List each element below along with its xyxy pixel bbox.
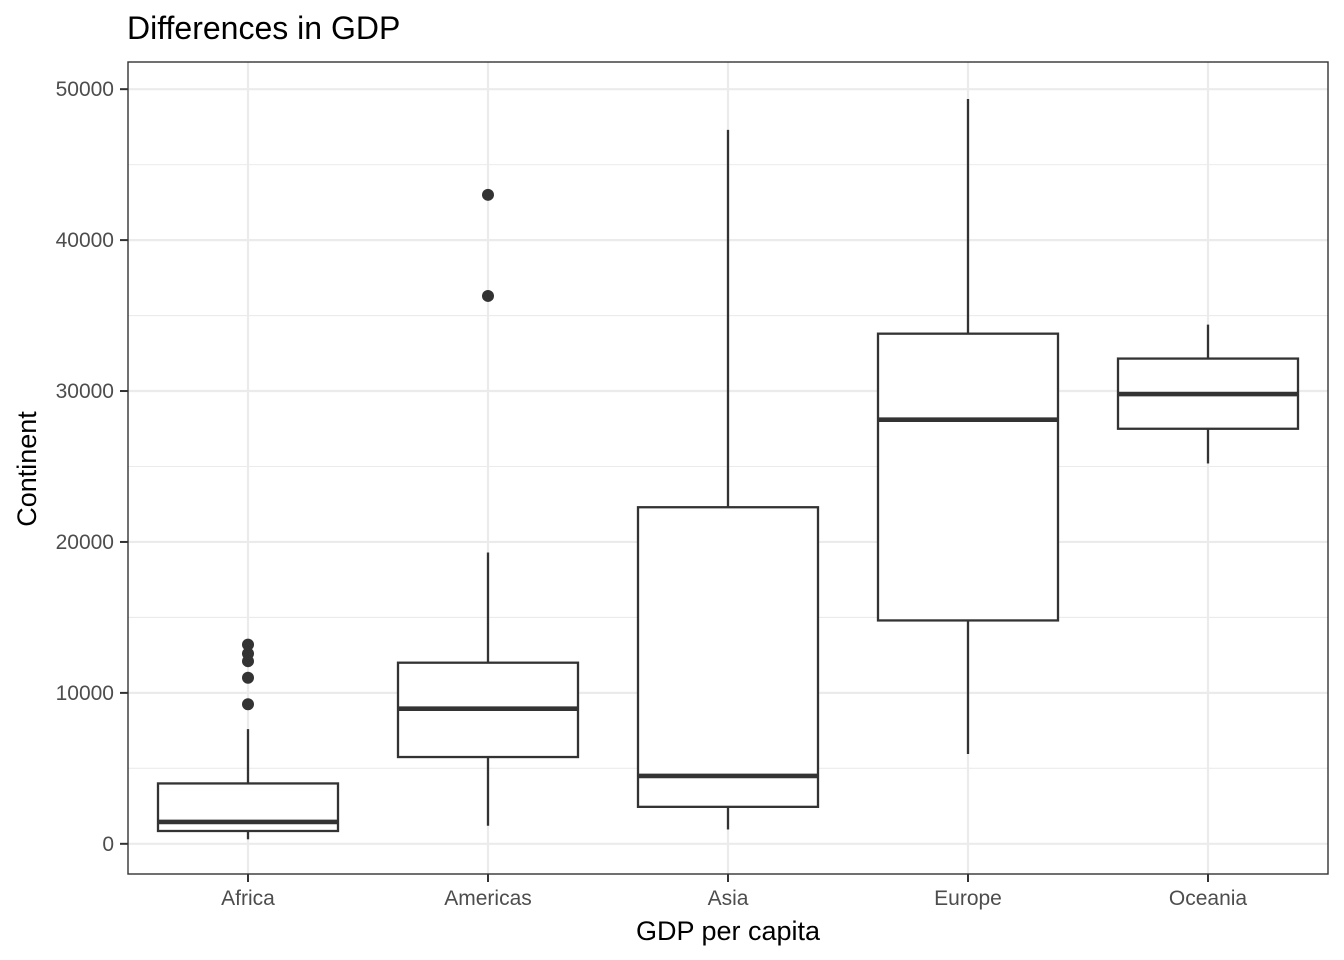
outlier-point <box>242 638 254 651</box>
outlier-point <box>242 698 254 711</box>
x-tick-label: Asia <box>708 887 749 910</box>
y-axis-title: Continent <box>12 411 42 527</box>
box-asia <box>636 506 820 808</box>
outlier-point <box>482 289 494 302</box>
y-tick-label: 40000 <box>56 229 114 252</box>
chart-title: Differences in GDP <box>127 10 400 46</box>
box-europe <box>876 332 1060 622</box>
outlier-point <box>242 671 254 684</box>
x-tick-label: Africa <box>221 887 275 910</box>
x-tick-label: Oceania <box>1169 887 1248 910</box>
y-tick-label: 30000 <box>56 380 114 403</box>
x-tick-label: Europe <box>934 887 1002 910</box>
outlier-point <box>242 647 254 660</box>
x-axis-title: GDP per capita <box>636 916 821 946</box>
y-tick-label: 0 <box>102 833 114 856</box>
x-tick-label: Americas <box>444 887 532 910</box>
y-tick-label: 10000 <box>56 682 114 705</box>
y-tick-label: 50000 <box>56 78 114 101</box>
outlier-point <box>482 188 494 201</box>
y-tick-label: 20000 <box>56 531 114 554</box>
